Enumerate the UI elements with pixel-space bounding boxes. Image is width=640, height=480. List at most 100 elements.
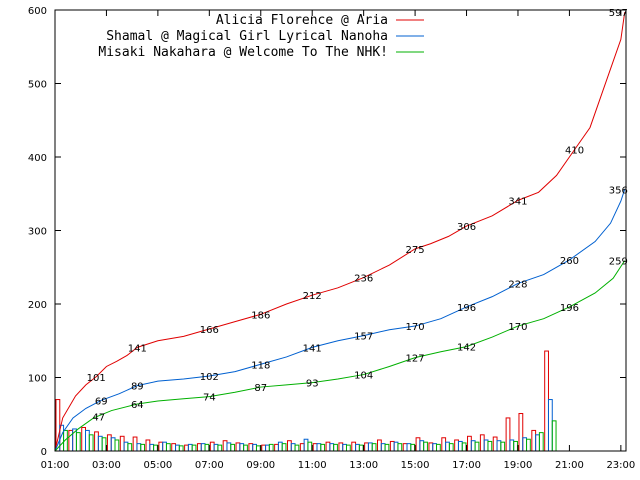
histogram-bar bbox=[145, 439, 151, 452]
histogram-bar bbox=[235, 442, 241, 452]
data-label: 170 bbox=[406, 322, 425, 333]
histogram-bar bbox=[165, 443, 171, 452]
histogram-bar bbox=[119, 435, 125, 452]
histogram-bar bbox=[88, 434, 94, 452]
histogram-bar bbox=[312, 443, 318, 452]
y-tick-label: 100 bbox=[28, 374, 47, 385]
histogram-bar bbox=[299, 443, 305, 452]
data-label: 141 bbox=[128, 343, 147, 354]
histogram-bar bbox=[423, 441, 428, 452]
histogram-bar bbox=[419, 440, 425, 452]
histogram-bar bbox=[467, 435, 472, 452]
histogram-bar bbox=[320, 443, 326, 452]
histogram-bar bbox=[547, 399, 553, 452]
histogram-bar bbox=[513, 440, 518, 452]
data-label: 236 bbox=[354, 274, 373, 285]
histogram-bar bbox=[187, 443, 193, 452]
histogram-bar bbox=[474, 441, 480, 452]
histogram-bar bbox=[81, 426, 87, 452]
histogram-bar bbox=[329, 443, 335, 452]
data-label: 87 bbox=[254, 383, 267, 394]
histogram-bar bbox=[114, 439, 120, 452]
histogram-bar bbox=[380, 443, 386, 452]
legend-label: Alicia Florence @ Aria bbox=[216, 13, 388, 28]
y-tick-label: 300 bbox=[28, 227, 47, 238]
data-label: 410 bbox=[565, 146, 584, 157]
histogram-bar bbox=[441, 437, 447, 452]
x-tick-label: 23:00 bbox=[606, 460, 635, 471]
histogram-bar bbox=[522, 437, 528, 452]
histogram-bar bbox=[364, 442, 369, 452]
data-labels: 101 141 166 186 212 236 275 306 341 410 597 69 89 102… bbox=[87, 8, 628, 423]
data-label: 141 bbox=[303, 343, 322, 354]
histogram-bar bbox=[268, 443, 274, 452]
series-line bbox=[54, 260, 626, 452]
series-line bbox=[54, 12, 626, 452]
histogram-bar bbox=[274, 443, 279, 452]
histogram-bar bbox=[367, 442, 373, 452]
series-lines bbox=[54, 12, 626, 452]
histogram-bar bbox=[290, 443, 296, 452]
data-label: 89 bbox=[131, 382, 144, 393]
histogram-bar bbox=[551, 420, 557, 452]
data-label: 170 bbox=[508, 322, 527, 333]
histogram-bar bbox=[191, 444, 197, 452]
histogram-bar bbox=[325, 441, 331, 452]
histogram-bar bbox=[162, 441, 167, 452]
histogram-bar bbox=[123, 441, 129, 452]
histogram-bar bbox=[358, 444, 364, 452]
x-tick-label: 09:00 bbox=[246, 460, 275, 471]
x-tick-label: 19:00 bbox=[504, 460, 533, 471]
histogram-bar bbox=[158, 441, 164, 452]
axes: 0 100 200 300 400 500 600 01:00 03:00 05:00 07:00 0… bbox=[28, 6, 635, 471]
x-tick-label: 03:00 bbox=[92, 460, 121, 471]
histogram-bar bbox=[132, 436, 138, 452]
histogram-bar bbox=[406, 443, 412, 452]
data-label: 186 bbox=[251, 310, 270, 321]
data-label: 93 bbox=[306, 379, 319, 390]
histogram-bar bbox=[483, 439, 489, 452]
legend-label: Shamal @ Magical Girl Lyrical Nanoha bbox=[106, 29, 388, 44]
histogram-bar bbox=[255, 445, 261, 452]
data-label: 259 bbox=[609, 257, 628, 268]
data-label: 47 bbox=[92, 412, 105, 423]
y-tick-label: 200 bbox=[28, 300, 47, 311]
data-label: 101 bbox=[87, 373, 106, 384]
histogram-bar bbox=[377, 439, 382, 452]
histogram-bar bbox=[333, 443, 338, 452]
histogram-bar bbox=[97, 435, 103, 452]
data-label: 228 bbox=[508, 279, 527, 290]
x-tick-label: 13:00 bbox=[349, 460, 378, 471]
data-label: 166 bbox=[200, 325, 219, 336]
histogram-bar bbox=[178, 445, 184, 452]
histogram-bar bbox=[492, 436, 498, 452]
histogram-bar bbox=[230, 443, 236, 452]
histogram-bar bbox=[338, 442, 344, 452]
histogram-bar bbox=[410, 443, 416, 452]
histogram-bar bbox=[518, 413, 524, 452]
histogram-bar bbox=[277, 441, 283, 452]
histogram-bar bbox=[127, 443, 133, 452]
data-label: 597 bbox=[609, 8, 628, 19]
histogram-bar bbox=[436, 443, 441, 452]
histogram-bar bbox=[307, 441, 313, 452]
histogram-bar bbox=[535, 434, 540, 452]
histogram-bar bbox=[345, 444, 351, 452]
histogram-bar bbox=[505, 417, 511, 452]
y-tick-label: 400 bbox=[28, 153, 47, 164]
histogram-bar bbox=[110, 437, 116, 452]
histogram-bar bbox=[538, 432, 544, 452]
series-line bbox=[54, 189, 626, 452]
data-label: 69 bbox=[95, 396, 108, 407]
histogram-bar bbox=[316, 443, 322, 452]
histogram-bar bbox=[454, 439, 459, 452]
histogram-bar bbox=[252, 443, 257, 452]
histogram-bar bbox=[85, 429, 90, 452]
data-label: 196 bbox=[457, 303, 476, 314]
histogram-bar bbox=[461, 442, 467, 452]
data-label: 102 bbox=[200, 372, 219, 383]
x-tick-label: 17:00 bbox=[452, 460, 481, 471]
histogram-bar bbox=[487, 440, 493, 452]
histogram-bar bbox=[204, 443, 210, 452]
